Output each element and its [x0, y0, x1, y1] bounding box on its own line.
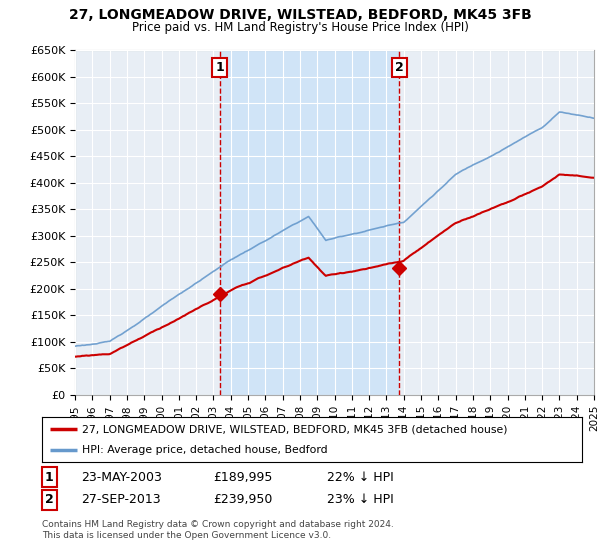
Text: Price paid vs. HM Land Registry's House Price Index (HPI): Price paid vs. HM Land Registry's House … [131, 21, 469, 34]
Text: This data is licensed under the Open Government Licence v3.0.: This data is licensed under the Open Gov… [42, 531, 331, 540]
Bar [220, 50, 399, 395]
Text: Contains HM Land Registry data © Crown copyright and database right 2024.: Contains HM Land Registry data © Crown c… [42, 520, 394, 529]
Text: 27, LONGMEADOW DRIVE, WILSTEAD, BEDFORD, MK45 3FB (detached house): 27, LONGMEADOW DRIVE, WILSTEAD, BEDFORD,… [83, 424, 508, 435]
Text: 1: 1 [215, 60, 224, 74]
Text: 22% ↓ HPI: 22% ↓ HPI [327, 470, 394, 484]
Text: 27, LONGMEADOW DRIVE, WILSTEAD, BEDFORD, MK45 3FB: 27, LONGMEADOW DRIVE, WILSTEAD, BEDFORD,… [68, 8, 532, 22]
Text: 1: 1 [45, 470, 54, 484]
Text: 23% ↓ HPI: 23% ↓ HPI [327, 493, 394, 506]
Text: 2: 2 [395, 60, 403, 74]
Text: £189,995: £189,995 [213, 470, 272, 484]
Text: HPI: Average price, detached house, Bedford: HPI: Average price, detached house, Bedf… [83, 445, 328, 455]
Text: £239,950: £239,950 [213, 493, 272, 506]
Text: 2: 2 [45, 493, 54, 506]
Text: 27-SEP-2013: 27-SEP-2013 [81, 493, 161, 506]
Text: 23-MAY-2003: 23-MAY-2003 [81, 470, 162, 484]
